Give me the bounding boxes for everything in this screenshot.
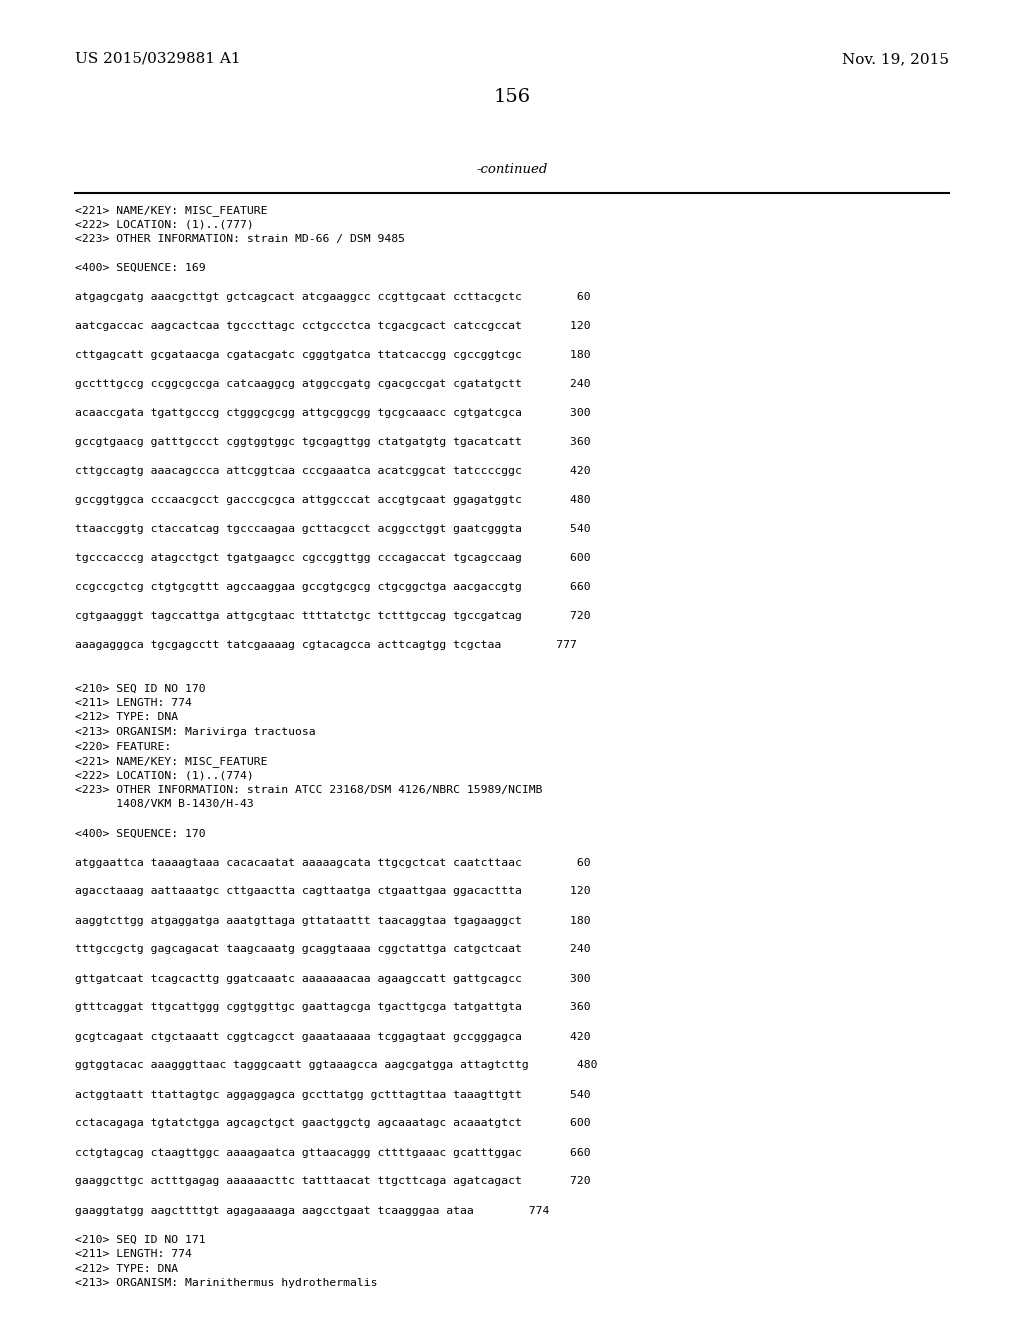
Text: actggtaatt ttattagtgc aggaggagca gccttatgg gctttagttaa taaagttgtt       540: actggtaatt ttattagtgc aggaggagca gccttat… <box>75 1089 591 1100</box>
Text: <400> SEQUENCE: 169: <400> SEQUENCE: 169 <box>75 263 206 273</box>
Text: tgcccacccg atagcctgct tgatgaagcc cgccggttgg cccagaccat tgcagccaag       600: tgcccacccg atagcctgct tgatgaagcc cgccggt… <box>75 553 591 564</box>
Text: atgagcgatg aaacgcttgt gctcagcact atcgaaggcc ccgttgcaat ccttacgctc        60: atgagcgatg aaacgcttgt gctcagcact atcgaag… <box>75 292 591 302</box>
Text: aatcgaccac aagcactcaa tgcccttagc cctgccctca tcgacgcact catccgccat       120: aatcgaccac aagcactcaa tgcccttagc cctgccc… <box>75 321 591 331</box>
Text: cttgccagtg aaacagccca attcggtcaa cccgaaatca acatcggcat tatccccggc       420: cttgccagtg aaacagccca attcggtcaa cccgaaa… <box>75 466 591 477</box>
Text: <221> NAME/KEY: MISC_FEATURE: <221> NAME/KEY: MISC_FEATURE <box>75 205 267 216</box>
Text: US 2015/0329881 A1: US 2015/0329881 A1 <box>75 51 241 66</box>
Text: ggtggtacac aaagggttaac tagggcaatt ggtaaagcca aagcgatgga attagtcttg       480: ggtggtacac aaagggttaac tagggcaatt ggtaaa… <box>75 1060 597 1071</box>
Text: acaaccgata tgattgcccg ctgggcgcgg attgcggcgg tgcgcaaacc cgtgatcgca       300: acaaccgata tgattgcccg ctgggcgcgg attgcgg… <box>75 408 591 418</box>
Text: <221> NAME/KEY: MISC_FEATURE: <221> NAME/KEY: MISC_FEATURE <box>75 756 267 767</box>
Text: -continued: -continued <box>476 162 548 176</box>
Text: cgtgaagggt tagccattga attgcgtaac ttttatctgc tctttgccag tgccgatcag       720: cgtgaagggt tagccattga attgcgtaac ttttatc… <box>75 611 591 620</box>
Text: <212> TYPE: DNA: <212> TYPE: DNA <box>75 713 178 722</box>
Text: <223> OTHER INFORMATION: strain ATCC 23168/DSM 4126/NBRC 15989/NCIMB: <223> OTHER INFORMATION: strain ATCC 231… <box>75 785 543 795</box>
Text: 156: 156 <box>494 88 530 106</box>
Text: tttgccgctg gagcagacat taagcaaatg gcaggtaaaa cggctattga catgctcaat       240: tttgccgctg gagcagacat taagcaaatg gcaggta… <box>75 945 591 954</box>
Text: gttgatcaat tcagcacttg ggatcaaatc aaaaaaacaa agaagccatt gattgcagcc       300: gttgatcaat tcagcacttg ggatcaaatc aaaaaaa… <box>75 974 591 983</box>
Text: gccgtgaacg gatttgccct cggtggtggc tgcgagttgg ctatgatgtg tgacatcatt       360: gccgtgaacg gatttgccct cggtggtggc tgcgagt… <box>75 437 591 447</box>
Text: <212> TYPE: DNA: <212> TYPE: DNA <box>75 1263 178 1274</box>
Text: cctgtagcag ctaagttggc aaaagaatca gttaacaggg cttttgaaac gcatttggac       660: cctgtagcag ctaagttggc aaaagaatca gttaaca… <box>75 1147 591 1158</box>
Text: aaagagggca tgcgagcctt tatcgaaaag cgtacagcca acttcagtgg tcgctaa        777: aaagagggca tgcgagcctt tatcgaaaag cgtacag… <box>75 640 577 649</box>
Text: <213> ORGANISM: Marivirga tractuosa: <213> ORGANISM: Marivirga tractuosa <box>75 727 315 737</box>
Text: gtttcaggat ttgcattggg cggtggttgc gaattagcga tgacttgcga tatgattgta       360: gtttcaggat ttgcattggg cggtggttgc gaattag… <box>75 1002 591 1012</box>
Text: 1408/VKM B-1430/H-43: 1408/VKM B-1430/H-43 <box>75 800 254 809</box>
Text: <220> FEATURE:: <220> FEATURE: <box>75 742 171 751</box>
Text: Nov. 19, 2015: Nov. 19, 2015 <box>842 51 949 66</box>
Text: <211> LENGTH: 774: <211> LENGTH: 774 <box>75 698 191 708</box>
Text: ttaaccggtg ctaccatcag tgcccaagaa gcttacgcct acggcctggt gaatcgggta       540: ttaaccggtg ctaccatcag tgcccaagaa gcttacg… <box>75 524 591 535</box>
Text: gaaggcttgc actttgagag aaaaaacttc tatttaacat ttgcttcaga agatcagact       720: gaaggcttgc actttgagag aaaaaacttc tatttaa… <box>75 1176 591 1187</box>
Text: <222> LOCATION: (1)..(777): <222> LOCATION: (1)..(777) <box>75 219 254 230</box>
Text: <213> ORGANISM: Marinithermus hydrothermalis: <213> ORGANISM: Marinithermus hydrotherm… <box>75 1278 378 1288</box>
Text: ccgccgctcg ctgtgcgttt agccaaggaa gccgtgcgcg ctgcggctga aacgaccgtg       660: ccgccgctcg ctgtgcgttt agccaaggaa gccgtgc… <box>75 582 591 591</box>
Text: <223> OTHER INFORMATION: strain MD-66 / DSM 9485: <223> OTHER INFORMATION: strain MD-66 / … <box>75 234 406 244</box>
Text: atggaattca taaaagtaaa cacacaatat aaaaagcata ttgcgctcat caatcttaac        60: atggaattca taaaagtaaa cacacaatat aaaaagc… <box>75 858 591 867</box>
Text: cttgagcatt gcgataacga cgatacgatc cgggtgatca ttatcaccgg cgccggtcgc       180: cttgagcatt gcgataacga cgatacgatc cgggtga… <box>75 350 591 360</box>
Text: <211> LENGTH: 774: <211> LENGTH: 774 <box>75 1249 191 1259</box>
Text: agacctaaag aattaaatgc cttgaactta cagttaatga ctgaattgaa ggacacttta       120: agacctaaag aattaaatgc cttgaactta cagttaa… <box>75 887 591 896</box>
Text: <400> SEQUENCE: 170: <400> SEQUENCE: 170 <box>75 829 206 838</box>
Text: <210> SEQ ID NO 170: <210> SEQ ID NO 170 <box>75 684 206 693</box>
Text: cctacagaga tgtatctgga agcagctgct gaactggctg agcaaatagc acaaatgtct       600: cctacagaga tgtatctgga agcagctgct gaactgg… <box>75 1118 591 1129</box>
Text: aaggtcttgg atgaggatga aaatgttaga gttataattt taacaggtaa tgagaaggct       180: aaggtcttgg atgaggatga aaatgttaga gttataa… <box>75 916 591 925</box>
Text: gccggtggca cccaacgcct gacccgcgca attggcccat accgtgcaat ggagatggtc       480: gccggtggca cccaacgcct gacccgcgca attggcc… <box>75 495 591 506</box>
Text: gcctttgccg ccggcgccga catcaaggcg atggccgatg cgacgccgat cgatatgctt       240: gcctttgccg ccggcgccga catcaaggcg atggccg… <box>75 379 591 389</box>
Text: gaaggtatgg aagcttttgt agagaaaaga aagcctgaat tcaagggaa ataa        774: gaaggtatgg aagcttttgt agagaaaaga aagcctg… <box>75 1205 549 1216</box>
Text: <222> LOCATION: (1)..(774): <222> LOCATION: (1)..(774) <box>75 771 254 780</box>
Text: <210> SEQ ID NO 171: <210> SEQ ID NO 171 <box>75 1234 206 1245</box>
Text: gcgtcagaat ctgctaaatt cggtcagcct gaaataaaaa tcggagtaat gccgggagca       420: gcgtcagaat ctgctaaatt cggtcagcct gaaataa… <box>75 1031 591 1041</box>
